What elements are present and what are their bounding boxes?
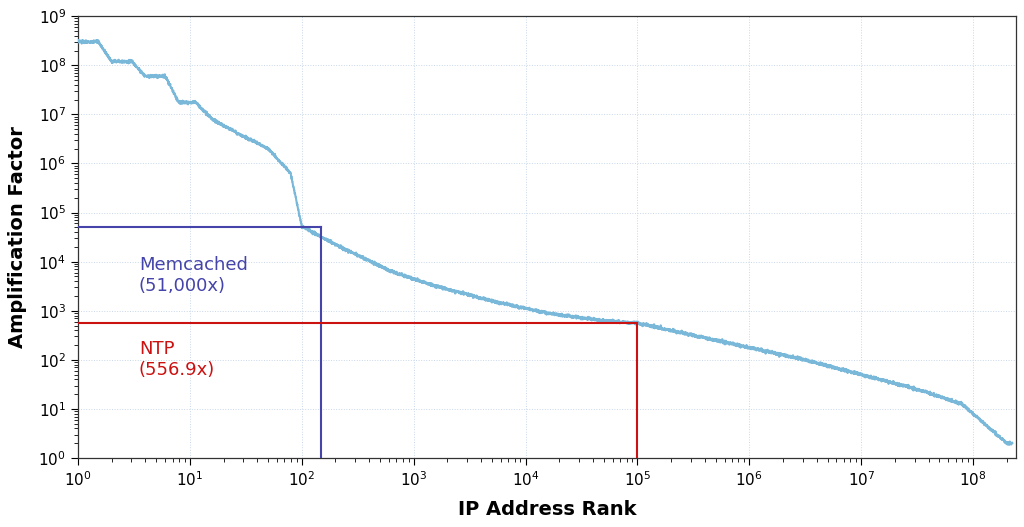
X-axis label: IP Address Rank: IP Address Rank [458, 500, 636, 519]
Text: Memcached
(51,000x): Memcached (51,000x) [139, 256, 248, 295]
Text: NTP
(556.9x): NTP (556.9x) [139, 340, 215, 379]
Y-axis label: Amplification Factor: Amplification Factor [8, 126, 28, 348]
